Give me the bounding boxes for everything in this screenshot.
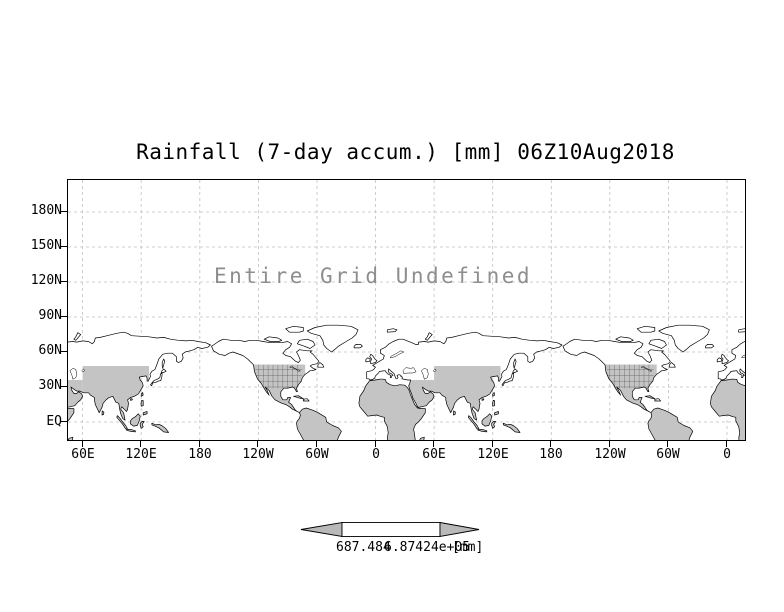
y-axis-label: EQ [46, 414, 62, 429]
x-axis-label: 60W [305, 447, 329, 462]
x-axis-label: 60E [422, 447, 446, 462]
x-axis-label: 0 [723, 447, 731, 462]
page-title: Rainfall (7-day accum.) [mm] 06Z10Aug201… [136, 140, 675, 164]
axis-tick [140, 441, 141, 447]
x-axis-label: 120E [477, 447, 509, 462]
axis-tick [60, 386, 68, 387]
axis-tick [60, 316, 68, 317]
axis-tick [257, 441, 258, 447]
axis-tick [726, 441, 727, 447]
y-axis-label: 180N [30, 203, 62, 218]
x-axis-label: 60E [71, 447, 95, 462]
y-axis-label: 120N [30, 273, 62, 288]
world-map-svg [68, 180, 745, 440]
axis-tick [316, 441, 317, 447]
y-axis-label: 90N [38, 308, 62, 323]
colorbar-right-arrow-icon [439, 521, 480, 538]
axis-tick [667, 441, 668, 447]
x-axis-label: 120E [125, 447, 157, 462]
x-axis-label: 180 [539, 447, 563, 462]
axis-tick [609, 441, 610, 447]
axis-tick [82, 441, 83, 447]
colorbar [300, 521, 480, 538]
plot-area [67, 179, 746, 441]
axis-tick [60, 281, 68, 282]
x-axis-label: 180 [188, 447, 212, 462]
political-borders [255, 364, 654, 389]
axis-tick [375, 441, 376, 447]
axis-tick [60, 351, 68, 352]
lakes [69, 350, 745, 380]
x-axis-label: 120W [594, 447, 626, 462]
y-axis-label: 30N [38, 378, 62, 393]
x-axis-label: 120W [242, 447, 274, 462]
axis-tick [433, 441, 434, 447]
axis-tick [60, 421, 68, 422]
colorbar-left-value: 687.484 [336, 540, 391, 555]
axis-tick [60, 246, 68, 247]
world-map [68, 180, 745, 440]
x-axis-label: 0 [372, 447, 380, 462]
colorbar-left-arrow-icon [300, 521, 343, 538]
axis-tick [550, 441, 551, 447]
axis-tick [492, 441, 493, 447]
grid-undefined-message: Entire Grid Undefined [214, 264, 533, 288]
axis-tick [60, 211, 68, 212]
y-axis-label: 60N [38, 343, 62, 358]
colorbar-middle-segment [341, 522, 441, 537]
axis-tick [199, 441, 200, 447]
colorbar-units: [mm] [452, 540, 484, 555]
colorbar-right-value: 6.87424e+05 [384, 540, 471, 555]
y-axis-label: 150N [30, 238, 62, 253]
x-axis-label: 60W [656, 447, 680, 462]
